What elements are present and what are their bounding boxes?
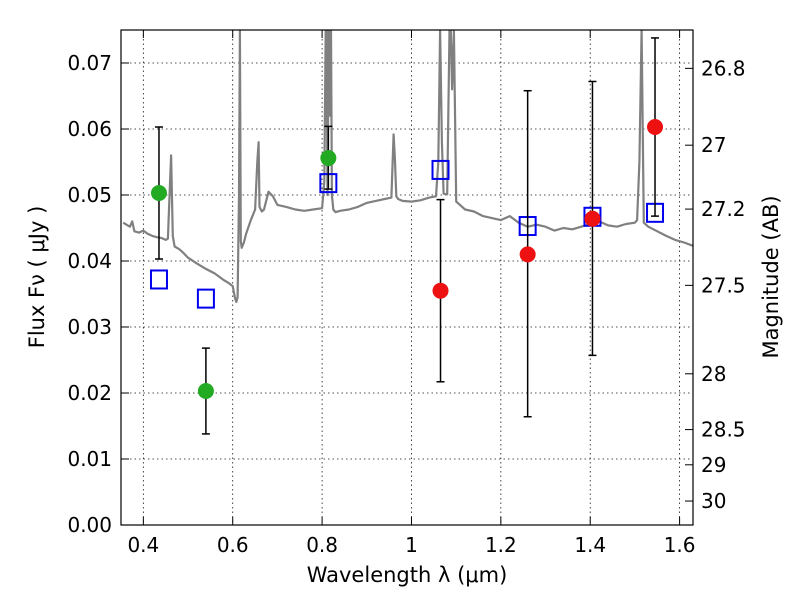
gridlines — [121, 30, 693, 526]
green-data-point — [320, 150, 337, 167]
tick-labels: 0.4 0.6 0.8 1 1.2 1.4 1.6 0.00 0.01 0.02 0.03 0.04 0… — [67, 51, 745, 557]
red-data-point — [647, 119, 664, 136]
model-square-point — [196, 288, 215, 309]
y2-tick-label: 27 — [701, 133, 726, 157]
y-tick-label: 0.02 — [67, 381, 112, 405]
red-data-point — [519, 246, 536, 263]
y-tick-label: 0.00 — [67, 513, 112, 537]
y-tick-label: 0.05 — [67, 183, 112, 207]
y-tick-label: 0.04 — [67, 249, 112, 273]
y-tick-label: 0.07 — [67, 51, 112, 75]
y-tick-label: 0.01 — [67, 447, 112, 471]
x-tick-label: 0.6 — [217, 533, 249, 557]
red-data-point — [584, 210, 601, 227]
spectrum-line — [122, 30, 693, 303]
y2-axis-title: Magnitude (AB) — [759, 195, 783, 358]
green-data-point — [150, 185, 167, 202]
red-data-point — [432, 282, 449, 299]
model-square-point — [431, 159, 450, 180]
y2-tick-label: 27.5 — [701, 273, 746, 297]
y2-tick-label: 27.2 — [701, 197, 746, 221]
y2-tick-label: 28.5 — [701, 418, 746, 442]
y2-tick-label: 29 — [701, 453, 726, 477]
y2-tick-label: 30 — [701, 489, 726, 513]
y2-tick-label: 26.8 — [701, 56, 746, 80]
x-tick-label: 1.4 — [574, 533, 606, 557]
x-axis-title: Wavelength λ (μm) — [307, 563, 508, 587]
y-tick-label: 0.06 — [67, 117, 112, 141]
x-tick-label: 0.8 — [306, 533, 338, 557]
y2-tick-label: 28 — [701, 362, 726, 386]
plot-area — [122, 30, 693, 435]
x-tick-label: 0.4 — [127, 533, 159, 557]
x-tick-label: 1.2 — [485, 533, 517, 557]
green-data-point — [197, 383, 214, 400]
y-tick-label: 0.03 — [67, 315, 112, 339]
x-tick-label: 1.6 — [664, 533, 696, 557]
axes-ticks — [121, 30, 693, 526]
plot-frame — [120, 29, 694, 526]
model-square-point — [149, 269, 168, 290]
y-axis-title: Flux Fν ( μJy ) — [25, 206, 49, 349]
x-tick-label: 1 — [405, 533, 418, 557]
